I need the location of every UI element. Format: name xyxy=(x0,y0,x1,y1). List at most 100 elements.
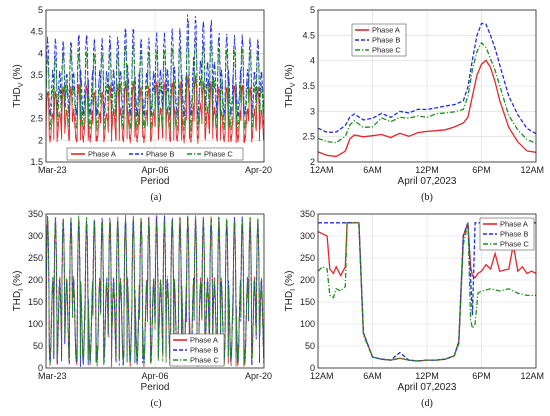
y-tick-label: 300 xyxy=(28,231,43,241)
y-axis-label: THDI (%) xyxy=(12,271,25,312)
y-tick-label: 5 xyxy=(310,5,315,15)
series-line-phase-c xyxy=(46,215,264,368)
y-axis-label-sub: I xyxy=(18,289,25,291)
y-tick-label: 350 xyxy=(28,209,43,219)
series-line-phase-c xyxy=(318,222,536,362)
y-tick-label: 3 xyxy=(310,106,315,116)
y-axis-label-main: THD xyxy=(284,87,295,108)
legend: Phase A Phase B Phase C xyxy=(66,147,244,161)
x-tick-label: Mar-23 xyxy=(38,371,67,381)
y-tick-label: 200 xyxy=(300,275,315,285)
legend-label: Phase A xyxy=(190,336,218,345)
x-tick-label: 12AM xyxy=(520,371,544,381)
series-group xyxy=(46,215,264,368)
y-axis-label-main: THD xyxy=(12,87,23,108)
panel-label: (a) xyxy=(150,192,161,203)
plot-frame xyxy=(45,213,265,369)
panel-label: (b) xyxy=(421,192,433,203)
x-tick-label: Apr-20 xyxy=(245,371,272,381)
panel-label: (d) xyxy=(421,398,433,409)
x-tick-label: Apr-06 xyxy=(141,165,168,175)
y-tick-label: 50 xyxy=(33,341,43,351)
x-axis-label: Period xyxy=(141,176,170,187)
x-tick-label: 6PM xyxy=(472,165,491,175)
x-tick-label: 12AM xyxy=(310,165,334,175)
legend-box xyxy=(66,147,244,161)
y-tick-label: 5 xyxy=(38,5,43,15)
series-line-phase-c xyxy=(318,41,536,144)
series-line-phase-a xyxy=(318,222,536,362)
x-tick-label: Mar-23 xyxy=(38,165,67,175)
y-tick-label: 1.5 xyxy=(30,157,43,167)
y-axis-label-main: THD xyxy=(284,291,295,312)
legend-label: Phase B xyxy=(190,346,218,355)
legend-label: Phase A xyxy=(372,26,400,35)
y-tick-label: 0 xyxy=(38,363,43,373)
chart-panel-d: 0 50 100 150 200 250 300 350 12AM 6AM 12PM 6PM 12AM T… xyxy=(284,209,544,409)
legend-label: Phase C xyxy=(190,356,219,365)
x-axis-label: April 07,2023 xyxy=(398,382,457,393)
legend-label: Phase B xyxy=(372,36,400,45)
y-axis-label-sub: V xyxy=(290,82,297,87)
y-tick-label: 3.5 xyxy=(302,81,315,91)
y-tick-label: 100 xyxy=(28,319,43,329)
series-group xyxy=(46,14,264,144)
y-tick-label: 2 xyxy=(38,135,43,145)
y-tick-label: 200 xyxy=(28,275,43,285)
y-tick-label: 150 xyxy=(300,297,315,307)
y-tick-label: 100 xyxy=(300,319,315,329)
y-tick-label: 4.5 xyxy=(30,27,43,37)
x-tick-label: 12PM xyxy=(415,371,439,381)
panel-label: (c) xyxy=(150,398,161,409)
y-axis-label-unit: (%) xyxy=(284,271,295,289)
series-line-phase-b xyxy=(318,22,536,135)
series-line-phase-a xyxy=(46,74,264,144)
legend-label: Phase B xyxy=(146,150,174,159)
y-tick-label: 2 xyxy=(310,157,315,167)
y-axis-label: THDV (%) xyxy=(12,64,25,108)
y-tick-label: 250 xyxy=(28,253,43,263)
y-axis-label-sub: I xyxy=(290,289,297,291)
y-tick-label: 300 xyxy=(300,231,315,241)
x-tick-label: 6PM xyxy=(472,371,491,381)
y-axis-label-unit: (%) xyxy=(12,64,23,82)
series-group xyxy=(318,22,536,158)
x-tick-label: Apr-20 xyxy=(245,165,272,175)
plot-frame xyxy=(317,9,537,163)
y-tick-label: 150 xyxy=(28,297,43,307)
legend-label: Phase A xyxy=(500,220,528,229)
y-axis-label-main: THD xyxy=(12,291,23,312)
y-tick-label: 50 xyxy=(305,341,315,351)
y-tick-label: 0 xyxy=(310,363,315,373)
x-tick-label: 12AM xyxy=(310,371,334,381)
y-tick-label: 4.5 xyxy=(302,30,315,40)
y-tick-label: 250 xyxy=(300,253,315,263)
x-tick-label: 6AM xyxy=(363,165,382,175)
x-tick-label: Apr-06 xyxy=(141,371,168,381)
series-line-phase-c xyxy=(46,35,264,132)
y-axis-label-sub: V xyxy=(18,82,25,87)
x-tick-label: 6AM xyxy=(363,371,382,381)
y-axis-label-unit: (%) xyxy=(12,271,23,289)
legend-label: Phase C xyxy=(372,46,401,55)
y-tick-label: 350 xyxy=(300,209,315,219)
chart-panel-c: 0 50 100 150 200 250 300 350 Mar-23 Apr-06 Apr-20 T… xyxy=(12,209,272,409)
y-axis-label-unit: (%) xyxy=(284,64,295,82)
chart-panel-a: 1.5 2 2.5 3 3.5 4 4.5 5 Mar-23 Apr-06 Apr-20 THDV (… xyxy=(12,5,272,203)
y-axis-label: THDI (%) xyxy=(284,271,297,312)
y-tick-label: 3.5 xyxy=(30,70,43,80)
y-tick-label: 4 xyxy=(310,56,315,66)
x-axis-label: April 07,2023 xyxy=(398,176,457,187)
plot-frame xyxy=(317,213,537,369)
y-tick-label: 3 xyxy=(38,92,43,102)
y-tick-label: 2.5 xyxy=(30,114,43,124)
y-tick-label: 4 xyxy=(38,48,43,58)
legend-label: Phase A xyxy=(88,150,116,159)
legend-label: Phase C xyxy=(204,150,233,159)
legend-label: Phase C xyxy=(500,240,529,249)
x-tick-label: 12AM xyxy=(520,165,544,175)
